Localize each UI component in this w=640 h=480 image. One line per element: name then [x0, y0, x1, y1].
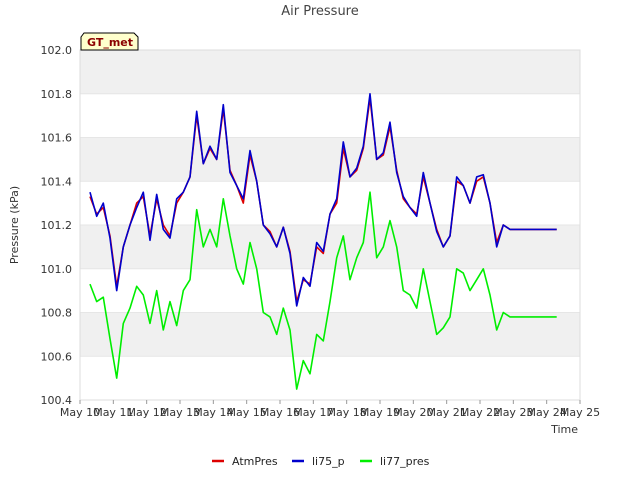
badge-box	[80, 32, 139, 51]
y-tick-label: 100.4	[41, 394, 73, 407]
x-tick-label: May 15	[227, 406, 267, 419]
grid-band	[80, 50, 580, 94]
x-tick-label: May 20	[393, 406, 433, 419]
x-tick-label: May 19	[360, 406, 400, 419]
x-tick-label: May 11	[93, 406, 133, 419]
y-tick-label: 101.0	[41, 263, 73, 276]
plot-area	[79, 49, 581, 401]
x-tick-label: May 14	[193, 406, 233, 419]
series-line-li77_pres	[89, 191, 557, 390]
legend-label-li77_pres: li77_pres	[380, 455, 430, 468]
legend-label-AtmPres: AtmPres	[232, 455, 278, 468]
y-tick-label: 101.8	[41, 88, 73, 101]
station-badge: GT_met	[80, 32, 139, 51]
y-tick-label: 101.4	[41, 175, 73, 188]
y-tick-label: 102.0	[41, 44, 73, 57]
y-axis-label: Pressure (kPa)	[8, 186, 21, 264]
x-tick-label: May 21	[427, 406, 467, 419]
x-tick-label: May 10	[60, 406, 100, 419]
x-tick-label: May 23	[493, 406, 533, 419]
x-axis-label: Time	[550, 423, 578, 436]
chart-title: Air Pressure	[281, 4, 359, 19]
y-axis-ticks: 100.4 100.6 100.8 101.0 101.2 101.4 101.6 101.8…	[41, 44, 73, 407]
legend: AtmPres li75_p li77_pres	[212, 455, 430, 468]
y-tick-label: 100.8	[41, 307, 73, 320]
grid-band	[80, 225, 580, 269]
series-line-li75_p	[89, 93, 557, 307]
x-tick-label: May 13	[160, 406, 200, 419]
y-tick-label: 101.6	[41, 132, 73, 145]
badge-label: GT_met	[87, 36, 133, 49]
x-tick-label: May 22	[460, 406, 500, 419]
x-tick-label: May 25	[560, 406, 600, 419]
legend-label-li75_p: li75_p	[312, 455, 345, 468]
x-tick-label: May 24	[527, 406, 567, 419]
grid-band	[80, 137, 580, 182]
grid-band	[80, 312, 580, 357]
series-lines	[89, 93, 557, 390]
x-tick-label: May 12	[127, 406, 167, 419]
series-line-AtmPres	[89, 97, 557, 303]
plot-background-bands	[80, 49, 580, 401]
y-tick-label: 100.6	[41, 350, 73, 363]
x-tick-label: May 17	[293, 406, 333, 419]
y-tick-label: 101.2	[41, 219, 73, 232]
x-tick-label: May 16	[260, 406, 300, 419]
x-tick-label: May 18	[327, 406, 367, 419]
